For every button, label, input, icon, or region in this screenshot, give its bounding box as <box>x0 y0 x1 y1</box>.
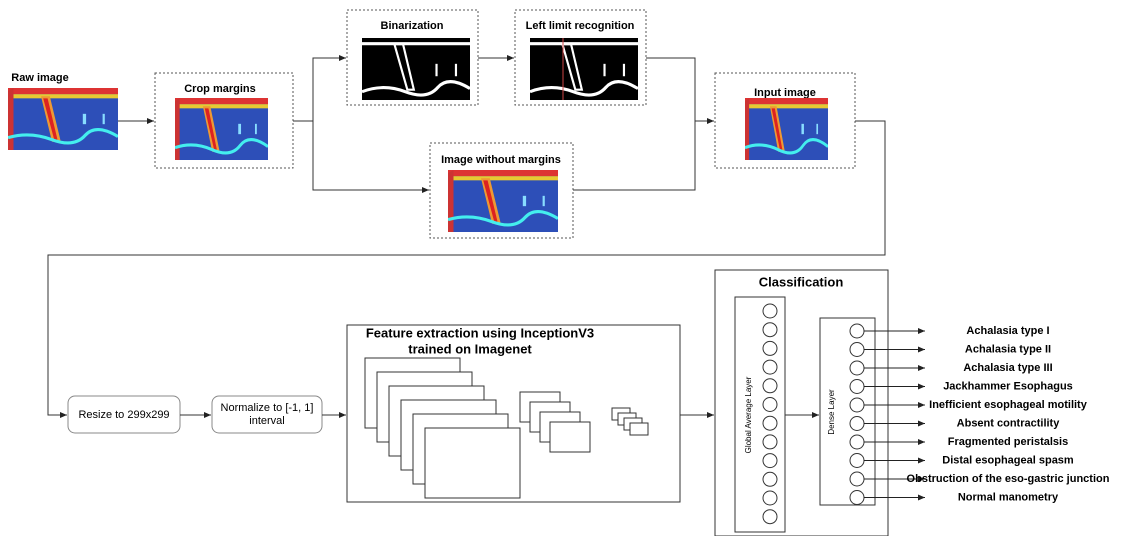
feature-map <box>425 428 520 498</box>
neuron <box>850 380 864 394</box>
nomargin-image <box>448 170 558 232</box>
feature-title: trained on Imagenet <box>408 341 532 356</box>
crop-image <box>175 98 268 160</box>
neuron <box>850 491 864 505</box>
dense-label: Dense Layer <box>827 389 836 435</box>
neuron <box>763 416 777 430</box>
neuron <box>763 472 777 486</box>
input-label: Input image <box>754 87 816 99</box>
normalize-label: interval <box>249 415 284 427</box>
nomargin-label: Image without margins <box>441 154 561 166</box>
bin-image <box>362 38 470 100</box>
output-label: Normal manometry <box>958 491 1059 503</box>
neuron <box>850 361 864 375</box>
output-label: Inefficient esophageal motility <box>929 399 1088 411</box>
neuron <box>850 454 864 468</box>
neuron <box>850 435 864 449</box>
arrow <box>293 58 346 121</box>
neuron <box>763 360 777 374</box>
neuron <box>763 323 777 337</box>
raw-label: Raw image <box>11 72 68 84</box>
diagram: Raw image Crop margins Binarization Left… <box>0 0 1146 536</box>
output-label: Jackhammer Esophagus <box>943 380 1073 392</box>
neuron <box>850 472 864 486</box>
arrow <box>573 121 695 190</box>
global-layer <box>735 297 785 532</box>
input-image <box>745 98 828 160</box>
neuron <box>850 398 864 412</box>
neuron <box>763 491 777 505</box>
feature-title: Feature extraction using InceptionV3 <box>366 325 594 340</box>
neuron <box>763 398 777 412</box>
neuron <box>763 435 777 449</box>
resize-label: Resize to 299x299 <box>78 409 169 421</box>
crop-label: Crop margins <box>184 83 256 95</box>
output-label: Fragmented peristalsis <box>948 436 1068 448</box>
left-image <box>530 38 638 100</box>
left-label: Left limit recognition <box>526 20 635 32</box>
bin-label: Binarization <box>381 20 444 32</box>
normalize-label: Normalize to [-1, 1] <box>221 402 314 414</box>
classification-title: Classification <box>759 274 844 289</box>
output-label: Achalasia type III <box>963 362 1052 374</box>
arrow <box>313 121 429 190</box>
feature-map <box>630 423 648 435</box>
feature-map <box>550 422 590 452</box>
output-label: Obstruction of the eso-gastric junction <box>907 473 1110 485</box>
output-label: Achalasia type I <box>966 325 1049 337</box>
output-label: Achalasia type II <box>965 343 1051 355</box>
neuron <box>850 343 864 357</box>
raw-image <box>8 88 118 150</box>
neuron <box>763 341 777 355</box>
output-label: Distal esophageal spasm <box>942 454 1074 466</box>
neuron <box>763 510 777 524</box>
output-label: Absent contractility <box>957 417 1061 429</box>
neuron <box>763 379 777 393</box>
neuron <box>763 454 777 468</box>
global-label: Global Average Layer <box>744 376 753 453</box>
neuron <box>850 417 864 431</box>
neuron <box>850 324 864 338</box>
neuron <box>763 304 777 318</box>
arrow <box>646 58 714 121</box>
